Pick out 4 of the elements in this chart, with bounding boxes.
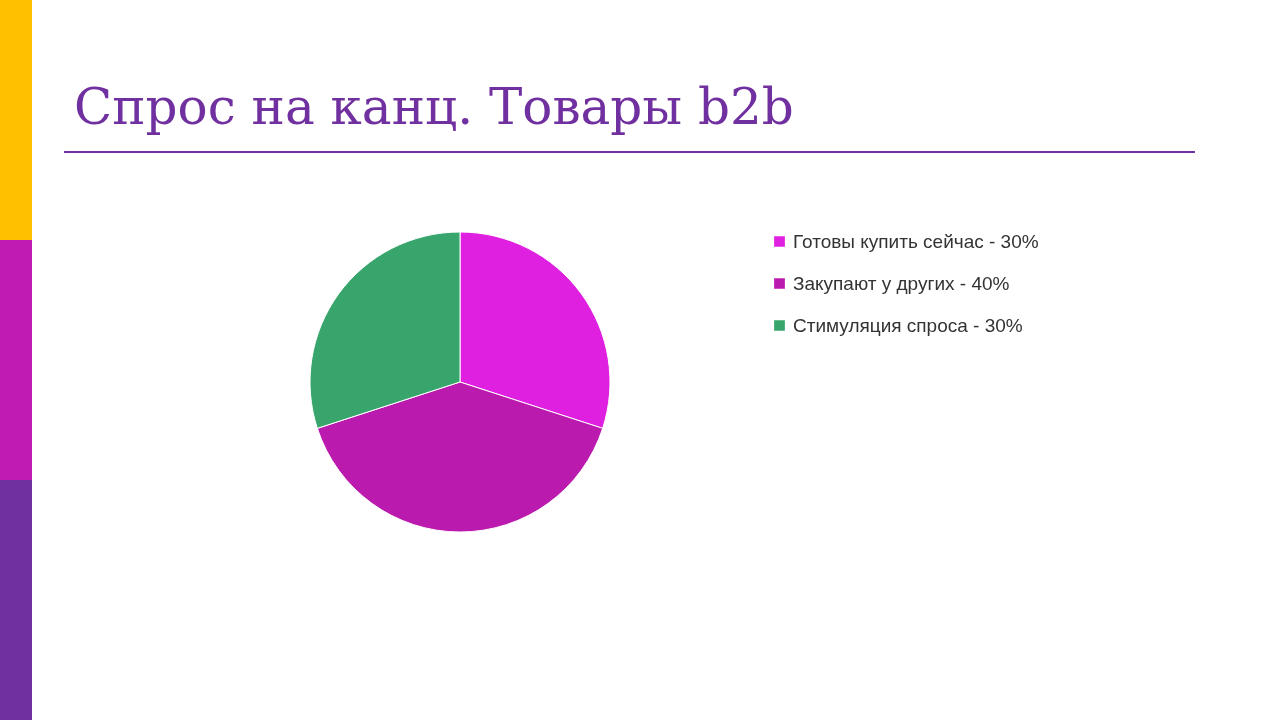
chart-title: Спрос на канц. Товары b2b [74,78,794,136]
legend-label: Готовы купить сейчас - 30% [793,230,1039,252]
legend-label: Закупают у других - 40% [793,272,1010,294]
legend-label: Стимуляция спроса - 30% [793,314,1023,336]
